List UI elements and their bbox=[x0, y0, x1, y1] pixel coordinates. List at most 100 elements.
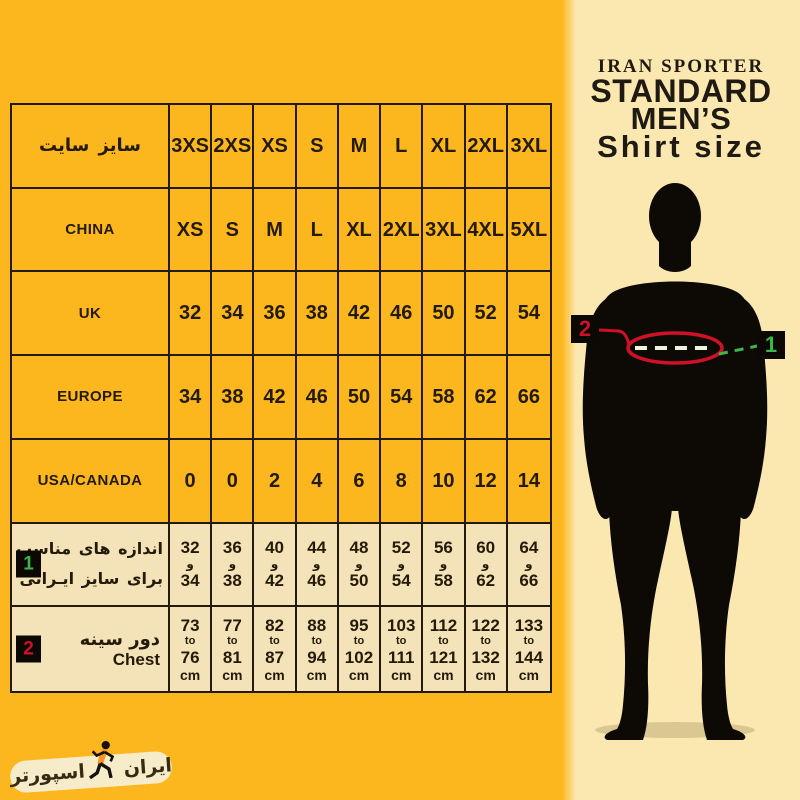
logo-text-row: ایران اسپورتر bbox=[9, 741, 173, 795]
size-value: 10 bbox=[432, 469, 455, 492]
size-value-cell: 34 bbox=[170, 356, 213, 440]
size-value: 50 bbox=[432, 302, 455, 325]
brand-logo: ایران اسپورتر bbox=[9, 741, 178, 798]
size-value-cell: 42 bbox=[254, 356, 297, 440]
row-label-cell: UK bbox=[12, 272, 170, 357]
size-value-part: 64 bbox=[519, 538, 539, 558]
size-value: L bbox=[395, 134, 408, 157]
size-value-cell: 62 bbox=[465, 356, 508, 440]
size-value-part: و bbox=[525, 557, 533, 572]
size-value-cell: XS bbox=[254, 105, 297, 189]
size-value-cell: M bbox=[338, 105, 382, 189]
size-value-cell: 46 bbox=[381, 272, 424, 357]
row-label-cell: سایز سایت bbox=[12, 105, 170, 189]
size-value: 42 bbox=[263, 385, 286, 408]
size-value-cell: 133 to 144 cm bbox=[507, 607, 550, 691]
size-value-part: 40 bbox=[265, 538, 284, 558]
row-label-cell: 2 دور سینه Chest bbox=[12, 607, 170, 691]
size-value-cell: 112 to 121 cm bbox=[423, 607, 466, 691]
size-value: 6 bbox=[353, 469, 365, 492]
size-value: XS bbox=[176, 218, 204, 241]
size-value-part: 52 bbox=[391, 538, 411, 558]
size-value-part: 102 bbox=[344, 647, 374, 667]
size-value-cell: 2XL bbox=[381, 188, 424, 273]
size-value-part: 44 bbox=[307, 538, 327, 558]
size-value-part: cm bbox=[264, 666, 285, 683]
size-value-part: 54 bbox=[391, 571, 411, 591]
row-marker-badge: 2 bbox=[16, 635, 41, 663]
row-label: USA/CANADA bbox=[37, 472, 143, 490]
size-value: 32 bbox=[178, 302, 202, 325]
size-value-part: 56 bbox=[433, 538, 453, 558]
size-value-part: و bbox=[481, 557, 490, 572]
size-value-part: 121 bbox=[429, 647, 458, 667]
size-value-part: 122 bbox=[471, 615, 500, 635]
chest-measure-ellipse bbox=[626, 331, 724, 365]
size-value-cell: 52 bbox=[465, 272, 508, 357]
size-value-part: 48 bbox=[349, 538, 369, 558]
size-value-part: to bbox=[311, 634, 322, 647]
size-value-part: 36 bbox=[222, 538, 242, 558]
size-value-cell: 12 bbox=[465, 439, 508, 524]
size-value: 36 bbox=[263, 302, 286, 325]
size-value-cell: 36 bbox=[254, 272, 297, 357]
size-value-part: cm bbox=[475, 666, 496, 683]
size-value-cell: 3XS bbox=[170, 105, 213, 189]
size-value: S bbox=[310, 134, 324, 157]
size-table: سایز سایت 3XS 2XS XS S M L XL 2XL 3XL CHINA XS S M L XL… bbox=[10, 103, 552, 693]
size-value: 54 bbox=[390, 385, 413, 408]
row-sublabel: برای سایز ایـرانی bbox=[19, 569, 163, 589]
size-value-part: to bbox=[480, 634, 491, 647]
size-value-part: cm bbox=[306, 666, 327, 683]
size-value-cell: 50 bbox=[423, 272, 466, 357]
size-value-cell: 42 bbox=[338, 272, 382, 357]
size-value: 0 bbox=[184, 469, 196, 492]
size-value-cell: 103 to 111 cm bbox=[381, 607, 424, 691]
size-value-part: 62 bbox=[476, 571, 496, 591]
size-value: 38 bbox=[305, 302, 328, 325]
row-label: EUROPE bbox=[57, 388, 123, 406]
size-value: 2XS bbox=[213, 134, 252, 157]
size-value: 34 bbox=[221, 302, 244, 325]
size-value: 4XL bbox=[467, 218, 504, 241]
size-value-part: 73 bbox=[180, 615, 200, 635]
size-value: 8 bbox=[395, 469, 407, 492]
size-value-part: 103 bbox=[387, 615, 416, 635]
size-value-cell: 54 bbox=[507, 272, 550, 357]
size-value: XL bbox=[346, 218, 372, 241]
logo-word-sporter: اسپورتر bbox=[9, 760, 86, 788]
size-value-part: و bbox=[228, 557, 237, 572]
size-value: XS bbox=[261, 134, 288, 157]
size-value: 54 bbox=[517, 302, 540, 325]
size-value-part: cm bbox=[518, 666, 539, 683]
size-value-part: to bbox=[184, 634, 196, 647]
size-value-cell: 52 و 54 bbox=[381, 523, 424, 608]
size-value-part: to bbox=[269, 634, 280, 647]
size-value-cell: L bbox=[381, 105, 424, 189]
row-label-cell: 1 اندازه های مناسب برای سایز ایـرانی bbox=[12, 523, 170, 608]
size-value-part: و bbox=[397, 557, 405, 572]
size-value-part: to bbox=[227, 634, 238, 647]
size-value-cell: 44 و 46 bbox=[296, 523, 339, 608]
size-value-part: و bbox=[355, 557, 363, 572]
size-value-part: 82 bbox=[265, 615, 284, 635]
size-value-cell: L bbox=[296, 188, 339, 273]
row-label-cell: USA/CANADA bbox=[12, 439, 170, 524]
size-value-part: cm bbox=[348, 666, 370, 683]
row-label: UK bbox=[78, 304, 102, 322]
size-value: 3XS bbox=[171, 134, 210, 157]
size-value-cell: S bbox=[296, 105, 339, 189]
size-value-cell: 2 bbox=[254, 439, 297, 524]
size-value-cell: 58 bbox=[423, 356, 466, 440]
size-value-part: 81 bbox=[222, 647, 242, 667]
size-value: 3XL bbox=[510, 134, 548, 157]
size-value-cell: 0 bbox=[170, 439, 213, 524]
size-value: M bbox=[266, 218, 283, 241]
size-value-part: 58 bbox=[433, 571, 453, 591]
size-value-part: to bbox=[438, 634, 449, 647]
size-value-part: 38 bbox=[222, 571, 242, 591]
size-value-cell: M bbox=[254, 188, 297, 273]
size-value-cell: 3XL bbox=[423, 188, 466, 273]
size-value-part: 132 bbox=[471, 647, 500, 667]
